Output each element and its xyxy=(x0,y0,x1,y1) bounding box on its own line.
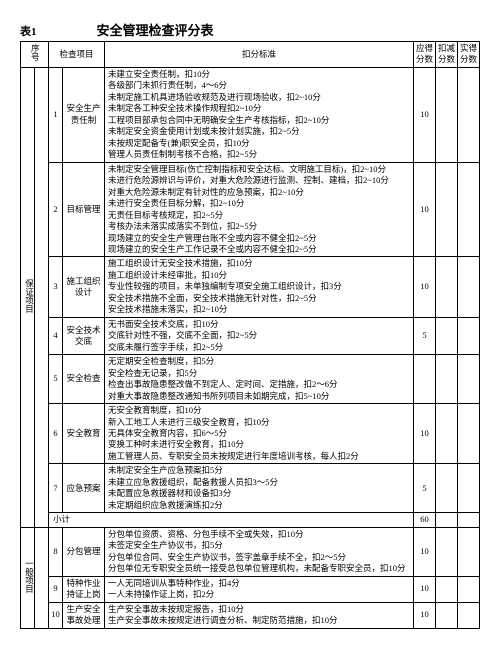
row-num: 8 xyxy=(49,527,63,576)
criteria-cell: 未建立安全责任制，扣10分 各级部门未抓行责任制，4～6分 未制定施工机具进场验… xyxy=(105,67,414,162)
deduct-cell xyxy=(436,602,458,628)
criteria-cell: 生产安全事故未按规定报告，扣10分 生产安全事故未按规定进行调查分析、制定防范措… xyxy=(105,602,414,628)
row-num: 3 xyxy=(49,257,63,317)
item-name: 应急预案 xyxy=(63,464,105,513)
table-row: 一般项目 8 分包管理 分包单位资质、资格、分包手续不全或失效，扣10分 未签定… xyxy=(21,527,480,576)
table-row: 9 特种作业持证上岗 一人无同培训从事特种作业，扣4分 一人未持操作证上岗，扣2… xyxy=(21,576,480,602)
col-deduct-header: 扣减分数 xyxy=(436,42,458,68)
item-name: 生产安全事故处理 xyxy=(63,602,105,628)
table-row: 4 安全技术交底 无书面安全技术交底，扣10分 交底针对性不强，交底不全面，扣2… xyxy=(21,317,480,354)
score-cell xyxy=(414,355,436,404)
score-cell: 10 xyxy=(414,602,436,628)
deduct-cell xyxy=(436,576,458,602)
table-row: 5 安全检查 无定期安全检查制度，扣5分 安全检查无记录，扣5分 检查出事故隐患… xyxy=(21,355,480,404)
criteria-cell: 施工组织设计无安全技术措施，扣10分 施工组织设计未经审批，扣10分 专业性较强… xyxy=(105,257,414,317)
deduct-cell xyxy=(436,464,458,513)
subtotal-label: 小计 xyxy=(49,513,414,527)
table-row: 3 施工组织设计 施工组织设计无安全技术措施，扣10分 施工组织设计未经审批，扣… xyxy=(21,257,480,317)
table-row: 保证项目 1 安全生产责任制 未建立安全责任制，扣10分 各级部门未抓行责任制，… xyxy=(21,67,480,162)
actual-cell xyxy=(458,464,480,513)
row-num: 9 xyxy=(49,576,63,602)
row-num: 2 xyxy=(49,162,63,257)
table-row: 6 安全教育 无安全教育制度，扣10分 新入工地工人未进行三级安全教育，扣10分… xyxy=(21,404,480,464)
criteria-cell: 未制定安全生产应急预案扣5分 未建立应急救援组织，配备救援人员扣3～5分 未配置… xyxy=(105,464,414,513)
col-criteria-header: 扣分标准 xyxy=(105,42,414,68)
criteria-cell: 一人无同培训从事特种作业，扣4分 一人未持操作证上岗，扣2分 xyxy=(105,576,414,602)
actual-cell xyxy=(458,317,480,354)
actual-cell xyxy=(458,67,480,162)
actual-cell xyxy=(458,162,480,257)
score-cell: 10 xyxy=(414,257,436,317)
subtotal-row: 小计 60 xyxy=(21,513,480,527)
actual-cell xyxy=(458,602,480,628)
item-name: 安全教育 xyxy=(63,404,105,464)
item-name: 目标管理 xyxy=(63,162,105,257)
score-cell: 10 xyxy=(414,404,436,464)
table-row: 10 生产安全事故处理 生产安全事故未按规定报告，扣10分 生产安全事故未按规定… xyxy=(21,602,480,628)
score-cell: 10 xyxy=(414,527,436,576)
table-label: 表1 xyxy=(20,23,37,39)
actual-cell xyxy=(458,355,480,404)
actual-cell xyxy=(458,513,480,527)
criteria-cell: 无定期安全检查制度，扣5分 安全检查无记录，扣5分 检查出事故隐患整改做不到定人… xyxy=(105,355,414,404)
criteria-cell: 无书面安全技术交底，扣10分 交底针对性不强，交底不全面，扣2~5分 交底未履行… xyxy=(105,317,414,354)
actual-cell xyxy=(458,257,480,317)
row-num: 5 xyxy=(49,355,63,404)
score-cell: 5 xyxy=(414,317,436,354)
row-num: 10 xyxy=(49,602,63,628)
deduct-cell xyxy=(436,257,458,317)
deduct-cell xyxy=(436,513,458,527)
col-item-header: 检查项目 xyxy=(49,42,105,68)
row-num: 7 xyxy=(49,464,63,513)
table-row: 2 目标管理 未制定安全管理目标(伤亡控制指标和安全达标、文明施工目标)，扣2~… xyxy=(21,162,480,257)
score-cell: 10 xyxy=(414,576,436,602)
row-num: 6 xyxy=(49,404,63,464)
row-num: 1 xyxy=(49,67,63,162)
item-name: 施工组织设计 xyxy=(63,257,105,317)
deduct-cell xyxy=(436,67,458,162)
col-score-header: 应得分数 xyxy=(414,42,436,68)
actual-cell xyxy=(458,576,480,602)
deduct-cell xyxy=(436,355,458,404)
actual-cell xyxy=(458,527,480,576)
col-seq-header: 序号 xyxy=(21,42,49,68)
score-cell: 5 xyxy=(414,464,436,513)
row-num: 4 xyxy=(49,317,63,354)
item-name: 特种作业持证上岗 xyxy=(63,576,105,602)
item-name: 安全检查 xyxy=(63,355,105,404)
header-row: 序号 检查项目 扣分标准 应得分数 扣减分数 实得分数 xyxy=(21,42,480,68)
score-cell: 10 xyxy=(414,67,436,162)
item-name: 安全生产责任制 xyxy=(63,67,105,162)
deduct-cell xyxy=(436,404,458,464)
criteria-cell: 分包单位资质、资格、分包手续不全或失效，扣10分 未签定安全生产协议书，扣5分 … xyxy=(105,527,414,576)
category-cell: 保证项目 xyxy=(21,67,35,527)
item-name: 安全技术交底 xyxy=(63,317,105,354)
deduct-cell xyxy=(436,162,458,257)
table-title: 安全管理检查评分表 xyxy=(97,20,214,39)
score-cell: 10 xyxy=(414,162,436,257)
inspection-table: 序号 检查项目 扣分标准 应得分数 扣减分数 实得分数 保证项目 1 安全生产责… xyxy=(20,41,480,629)
category-cell: 一般项目 xyxy=(21,527,35,628)
deduct-cell xyxy=(436,527,458,576)
actual-cell xyxy=(458,404,480,464)
item-name: 分包管理 xyxy=(63,527,105,576)
subtotal-score: 60 xyxy=(414,513,436,527)
criteria-cell: 未制定安全管理目标(伤亡控制指标和安全达标、文明施工目标)，扣2~10分 未进行… xyxy=(105,162,414,257)
col-actual-header: 实得分数 xyxy=(458,42,480,68)
deduct-cell xyxy=(436,317,458,354)
criteria-cell: 无安全教育制度，扣10分 新入工地工人未进行三级安全教育，扣10分 无具体安全教… xyxy=(105,404,414,464)
table-row: 7 应急预案 未制定安全生产应急预案扣5分 未建立应急救援组织，配备救援人员扣3… xyxy=(21,464,480,513)
